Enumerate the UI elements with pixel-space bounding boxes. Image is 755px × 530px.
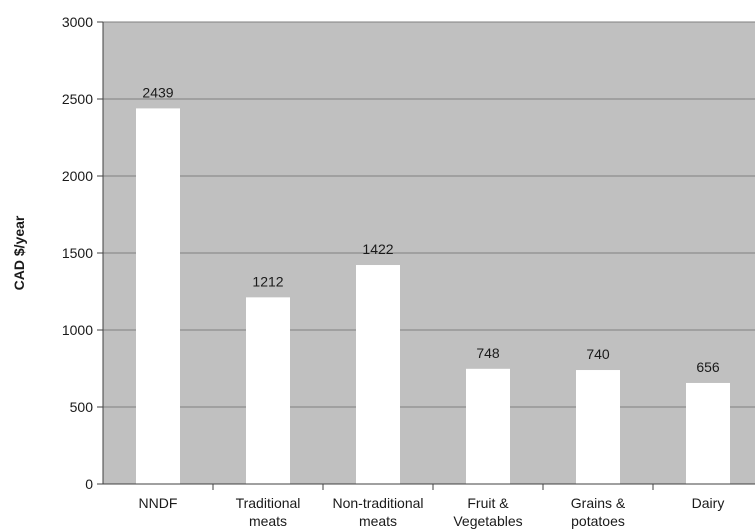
y-tick-label: 0 [85,476,93,492]
x-tick-label: NNDF [139,495,178,511]
y-tick-label: 1500 [62,245,93,261]
data-label: 656 [696,359,720,375]
y-tick-label: 500 [70,399,94,415]
x-tick-label: Traditional [236,495,301,511]
x-tick-label: Non-traditional [332,495,423,511]
bars [136,108,730,485]
bar [136,108,180,485]
x-tick-label: Fruit & [467,495,509,511]
x-tick-label: Vegetables [453,513,522,529]
y-axis-title: CAD $/year [11,215,27,290]
y-tick-label: 1000 [62,322,93,338]
data-label: 2439 [142,84,173,100]
y-tick-label: 2500 [62,91,93,107]
data-label: 748 [476,345,500,361]
x-tick-label: potatoes [571,513,625,529]
axes [97,21,755,490]
data-label: 740 [586,346,610,362]
bar [576,370,620,484]
bar [246,297,290,484]
x-tick-label: meats [249,513,287,529]
x-tick-label: Grains & [571,495,626,511]
data-label: 1212 [252,273,283,289]
x-tick-label: Dairy [692,495,725,511]
bar [686,382,730,484]
y-tick-label: 2000 [62,168,93,184]
data-label: 1422 [362,241,393,257]
labels: 0 500 1000 1500 2000 2500 3000 2439 NNDF 1212 Trad… [62,14,724,529]
x-tick-label: meats [359,513,397,529]
bar [466,368,510,484]
gridlines [103,21,755,408]
bar [356,265,400,484]
y-tick-label: 3000 [62,14,93,30]
